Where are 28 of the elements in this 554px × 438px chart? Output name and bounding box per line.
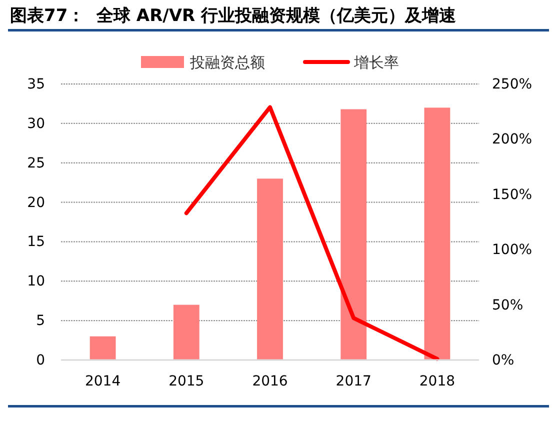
y2-tick-label: 150% [492,186,532,203]
y2-tick-label: 100% [492,242,532,258]
y-tick-label: 15 [27,234,45,250]
bar [90,336,116,360]
legend-label: 增长率 [353,54,399,72]
y2-tick-label: 200% [492,132,532,148]
line-series [184,105,440,361]
bar [340,109,367,360]
y-tick-label: 10 [27,274,45,290]
chart-title: 图表77： 全球 AR/VR 行业投融资规模（亿美元）及增速 [10,6,456,26]
y-tick-label: 25 [27,155,45,172]
y2-tick-label: 0% [492,352,514,368]
bar [173,304,200,360]
x-tick-label: 2018 [419,373,456,390]
x-tick-label: 2016 [252,373,288,390]
y-tick-label: 5 [36,313,45,330]
x-tick-label: 2017 [336,373,372,390]
bar [424,108,450,360]
y2-tick-label: 250% [492,76,532,92]
y-tick-label: 30 [27,116,45,132]
legend-label: 投融资总额 [189,54,265,72]
bar [257,178,283,360]
x-tick-label: 2015 [168,373,204,390]
y-tick-label: 35 [27,76,45,92]
y-tick-label: 20 [27,194,45,211]
y2-tick-label: 50% [492,297,524,314]
x-tick-label: 2014 [84,373,121,390]
y-tick-label: 0 [36,352,45,368]
